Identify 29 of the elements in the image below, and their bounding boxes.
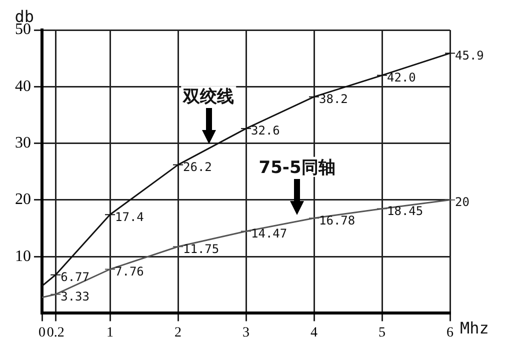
x-tick-label: 4 xyxy=(310,325,318,340)
x-tick-label: 5 xyxy=(378,325,386,340)
x-tick-label: 2 xyxy=(174,325,182,340)
x-tick-label: 1 xyxy=(106,325,114,340)
data-label: 32.6 xyxy=(251,124,280,138)
data-label: 11.75 xyxy=(183,242,220,256)
annotation: 双绞线 xyxy=(182,87,234,108)
data-label: 42.0 xyxy=(387,70,416,84)
data-label: 3.33 xyxy=(60,289,90,304)
x-axis-title: Mhz xyxy=(460,318,489,338)
x-tick-label: 0.2 xyxy=(46,325,64,340)
data-label: 6.77 xyxy=(60,270,90,284)
x-tick-label: 6 xyxy=(446,325,454,340)
y-tick-label: 20 xyxy=(15,191,31,208)
data-label: 17.4 xyxy=(115,210,144,224)
data-label: 26.2 xyxy=(183,160,212,174)
y-tick-label: 30 xyxy=(15,134,31,152)
y-tick-label: 10 xyxy=(15,248,31,265)
data-label: 14.47 xyxy=(251,226,288,240)
data-label: 16.78 xyxy=(319,213,356,228)
x-tick-label: 3 xyxy=(242,325,250,340)
x-tick-label: 0 xyxy=(38,325,46,340)
annotation: 75-5同轴 xyxy=(258,158,336,178)
data-label: 18.45 xyxy=(387,204,424,218)
y-tick-label: 40 xyxy=(15,78,31,95)
data-label: 38.2 xyxy=(319,92,348,106)
data-label: 20 xyxy=(455,195,470,210)
data-label: 7.76 xyxy=(115,264,144,278)
data-label: 45.9 xyxy=(455,48,484,62)
